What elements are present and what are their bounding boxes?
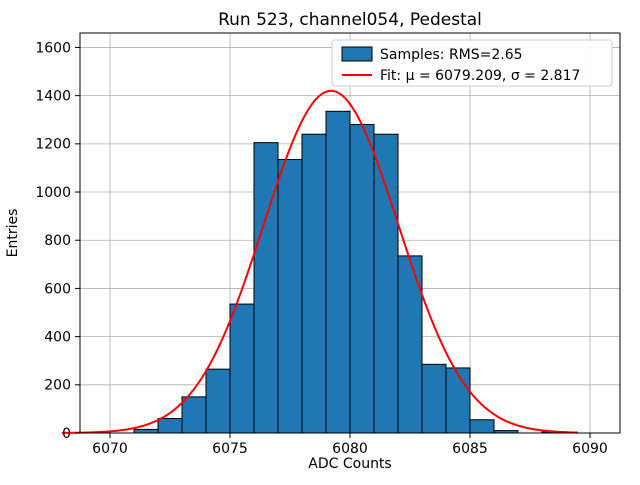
y-tick-label: 1400 xyxy=(35,89,71,105)
histogram-bar xyxy=(469,419,495,434)
histogram-bar xyxy=(229,303,255,434)
y-tick-label: 1200 xyxy=(35,137,71,153)
histogram-bar xyxy=(349,124,375,434)
legend-box xyxy=(331,39,613,87)
histogram-bar xyxy=(277,159,303,434)
legend-samples-swatch xyxy=(341,46,373,62)
histogram-bar xyxy=(373,133,399,434)
x-tick-label: 6075 xyxy=(212,441,248,457)
legend: Samples: RMS=2.65 Fit: μ = 6079.209, σ =… xyxy=(331,39,613,87)
y-tick-label: 0 xyxy=(62,426,71,442)
histogram-bar xyxy=(325,110,351,434)
histogram-bar xyxy=(181,396,207,434)
y-tick-label: 1600 xyxy=(35,40,71,56)
x-tick-label: 6090 xyxy=(572,441,608,457)
y-tick-label: 1000 xyxy=(35,185,71,201)
y-tick-label: 800 xyxy=(44,233,71,249)
histogram-bar xyxy=(421,363,447,434)
ticks-layer: 6070 6075 6080 6085 6090 0 200 400 600 800 1000 120… xyxy=(35,40,607,457)
histogram-bar xyxy=(253,142,279,434)
x-tick-label: 6080 xyxy=(332,441,368,457)
y-tick-label: 400 xyxy=(44,330,71,346)
legend-samples-label: Samples: RMS=2.65 xyxy=(380,47,523,63)
histogram-bar xyxy=(157,418,183,434)
histogram-bar xyxy=(133,428,159,434)
x-axis-label: ADC Counts xyxy=(308,456,391,472)
x-tick-label: 6070 xyxy=(92,441,128,457)
chart-title: Run 523, channel054, Pedestal xyxy=(218,10,482,30)
fit-curve xyxy=(61,89,579,434)
histogram-bar xyxy=(205,368,231,434)
histogram-bar xyxy=(445,367,471,434)
histogram-bar xyxy=(301,133,327,434)
legend-fit-label: Fit: μ = 6079.209, σ = 2.817 xyxy=(380,68,580,84)
x-tick-label: 6085 xyxy=(452,441,488,457)
y-tick-label: 200 xyxy=(44,378,71,394)
y-axis-label: Entries xyxy=(5,209,21,258)
y-tick-label: 600 xyxy=(44,281,71,297)
